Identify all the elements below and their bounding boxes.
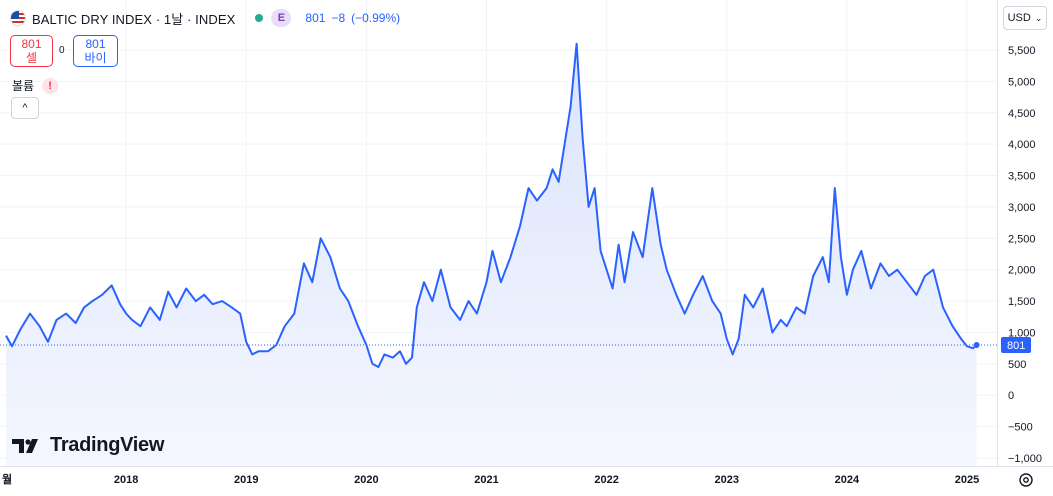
x-tick-label: 2019 [234, 474, 258, 486]
y-tick-label: 3,500 [1008, 171, 1036, 183]
us-flag-icon [10, 10, 26, 26]
y-tick-label: −500 [1008, 422, 1033, 434]
y-tick-label: 1,000 [1008, 327, 1036, 339]
price-axis: 5,500 5,000 4,500 4,000 3,500 3,000 2,500 2,000… [1008, 45, 1042, 465]
sell-button[interactable]: 801 셀 [10, 35, 53, 67]
y-tick-label: 3,000 [1008, 202, 1036, 214]
y-tick-label: 1,500 [1008, 296, 1036, 308]
quote-readout: 801 −8 (−0.99%) [305, 11, 400, 25]
price-line[interactable] [5, 42, 978, 368]
y-tick-label: 2,500 [1008, 233, 1036, 245]
symbol-title[interactable]: BALTIC DRY INDEX · 1날 · INDEX [32, 11, 236, 27]
x-tick-label: 2018 [114, 474, 138, 486]
x-tick-label: 2022 [594, 474, 618, 486]
buy-price: 801 [85, 37, 106, 51]
sell-price: 801 [21, 37, 42, 51]
time-axis: 월 2018 2019 2020 2021 2022 2023 2024 2025 [2, 472, 979, 486]
buy-label: 바이 [84, 51, 107, 65]
y-tick-label: 2,000 [1008, 265, 1036, 277]
change-value: −8 [331, 11, 346, 25]
y-tick-label: 0 [1008, 390, 1014, 402]
tradingview-logo[interactable]: TradingView [12, 434, 164, 457]
y-tick-label: 4,500 [1008, 108, 1036, 120]
market-status-dot-icon [255, 14, 264, 22]
y-tick-label: −1,000 [1008, 453, 1042, 465]
x-tick-label: 2020 [354, 474, 378, 486]
currency-label: USD [1007, 12, 1031, 24]
price-axis-divider [997, 0, 998, 466]
x-tick-label: 2023 [714, 474, 738, 486]
x-tick-label: 월 [2, 472, 12, 486]
chevron-up-icon: ^ [22, 102, 28, 114]
x-tick-label: 2024 [835, 474, 860, 486]
chevron-down-icon: ⌄ [1034, 12, 1043, 23]
y-tick-label: 4,000 [1008, 139, 1036, 151]
x-tick-label: 2025 [955, 474, 979, 486]
currency-selector[interactable]: USD ⌄ [1003, 6, 1047, 30]
last-value: 801 [305, 11, 326, 25]
tradingview-logo-icon [12, 438, 38, 453]
symbol-header[interactable]: BALTIC DRY INDEX · 1날 · INDEX E 801 −8 (… [10, 7, 400, 29]
collapse-legend-button[interactable]: ^ [11, 97, 39, 119]
last-price-tag [1001, 336, 1031, 353]
time-axis-divider [0, 466, 1053, 467]
event-badge[interactable]: E [271, 9, 292, 27]
last-price-tag-label: 801 [1007, 340, 1025, 352]
price-area [5, 42, 978, 466]
last-point [973, 341, 980, 348]
volume-legend[interactable]: 볼륨 ! [12, 77, 59, 94]
last-price-marker: 801 [0, 336, 1031, 353]
tradingview-wordmark: TradingView [50, 434, 165, 456]
sell-label: 셀 [25, 51, 38, 65]
change-percent: (−0.99%) [351, 11, 401, 25]
y-tick-label: 5,000 [1008, 76, 1036, 88]
settings-gear-icon[interactable] [1017, 471, 1035, 489]
spread-value: 0 [59, 45, 65, 56]
x-tick-label: 2021 [474, 474, 498, 486]
area-fill [6, 43, 977, 466]
warning-icon[interactable]: ! [42, 77, 59, 94]
y-tick-label: 500 [1008, 359, 1026, 371]
y-tick-label: 5,500 [1008, 45, 1036, 57]
volume-label: 볼륨 [12, 79, 35, 93]
buy-button[interactable]: 801 바이 [73, 35, 118, 67]
